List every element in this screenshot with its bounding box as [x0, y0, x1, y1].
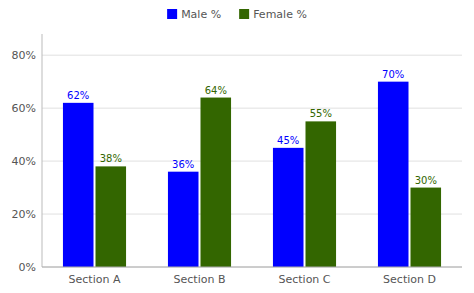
data-label: 38%: [100, 153, 122, 164]
bar: [201, 98, 232, 267]
legend-label: Female %: [253, 8, 307, 21]
y-tick-label: 60%: [12, 102, 36, 115]
data-label: 30%: [415, 175, 437, 186]
legend: Male % Female %: [167, 8, 307, 21]
bar: [411, 188, 442, 267]
x-tick-label: Section B: [174, 273, 226, 286]
bar: [273, 148, 304, 267]
legend-label: Male %: [181, 8, 221, 21]
data-label: 45%: [277, 135, 299, 146]
bar: [378, 82, 409, 267]
y-tick-label: 20%: [12, 208, 36, 221]
bar: [96, 166, 127, 267]
x-tick-label: Section A: [69, 273, 121, 286]
y-tick-label: 0%: [19, 261, 36, 274]
data-label: 36%: [172, 159, 194, 170]
y-tick-label: 40%: [12, 155, 36, 168]
bar: [63, 103, 94, 267]
bars: [63, 82, 441, 267]
data-labels: 62% 36% 45% 70% 38% 64% 55% 30%: [67, 69, 437, 186]
legend-item: Male %: [167, 8, 221, 21]
x-axis-line: [42, 267, 462, 268]
data-label: 64%: [205, 85, 227, 96]
legend-swatch: [167, 9, 177, 19]
grid: [42, 55, 462, 267]
data-label: 55%: [310, 108, 332, 119]
grid-line: [42, 55, 462, 56]
chart-container: 0% 20% 40% 60% 80% 62% 36% 45% 70% 38% 64% 55% 30% Se…: [0, 0, 474, 293]
grid-line: [42, 267, 462, 268]
y-tick-label: 80%: [12, 49, 36, 62]
bar: [306, 121, 337, 267]
data-label: 62%: [67, 90, 89, 101]
bar: [168, 172, 199, 267]
y-axis-line: [42, 34, 43, 267]
x-tick-label: Section C: [278, 273, 330, 286]
x-tick-label: Section D: [383, 273, 436, 286]
chart-svg: 0% 20% 40% 60% 80% 62% 36% 45% 70% 38% 64% 55% 30% Se…: [0, 0, 474, 293]
legend-item: Female %: [239, 8, 307, 21]
legend-swatch: [239, 9, 249, 19]
data-label: 70%: [382, 69, 404, 80]
